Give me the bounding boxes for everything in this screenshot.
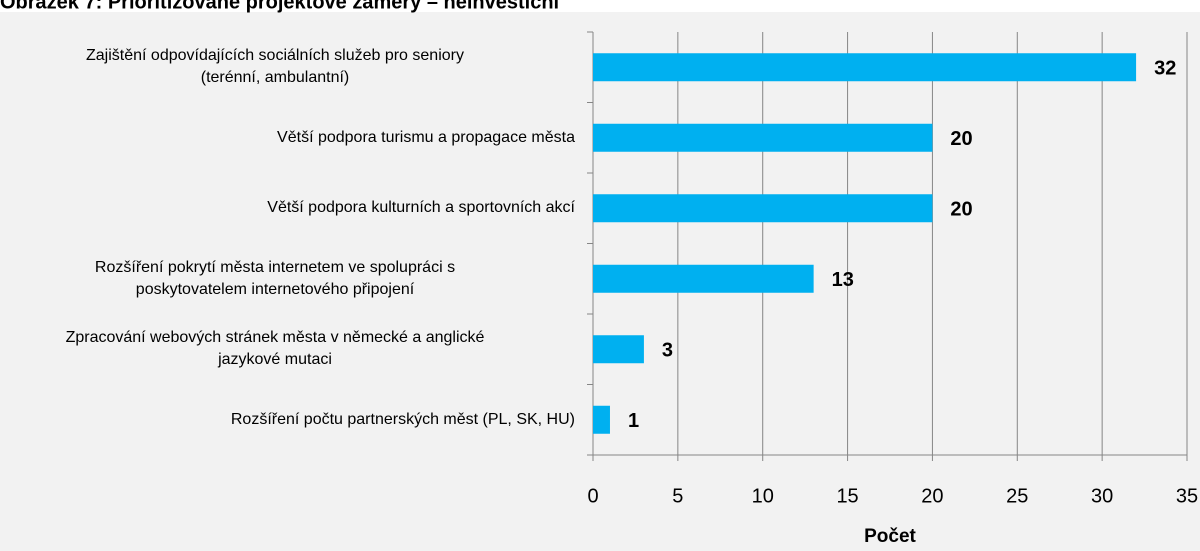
x-tick-label: 30: [1091, 485, 1113, 507]
value-label: 20: [950, 128, 972, 150]
value-label: 1: [628, 410, 639, 432]
value-label: 32: [1154, 58, 1176, 80]
x-tick-label: 0: [587, 485, 598, 507]
x-tick-label: 20: [921, 485, 943, 507]
y-tick-label: Rozšíření počtu partnerských měst (PL, S…: [230, 410, 575, 428]
x-axis-label: Počet: [864, 526, 916, 547]
x-tick-label: 15: [836, 485, 858, 507]
bar: [593, 53, 1137, 82]
y-tick-label: Větší podpora turismu a propagace města: [277, 128, 575, 146]
x-tick-label: 5: [672, 485, 683, 507]
bar: [593, 264, 814, 293]
bar: [593, 405, 610, 434]
x-tick-label: 25: [1006, 485, 1028, 507]
chart-title: Obrázek 7: Prioritizované projektové zám…: [0, 0, 561, 13]
bar: [593, 194, 933, 223]
value-label: 13: [832, 269, 854, 291]
bar: [593, 335, 644, 364]
value-label: 20: [950, 199, 972, 221]
value-label: 3: [662, 340, 673, 362]
y-tick-label: Rozšíření pokrytí města internetem ve sp…: [94, 258, 456, 298]
x-tick-label: 35: [1176, 485, 1198, 507]
y-tick-label: Zpracování webových stránek města v něme…: [65, 329, 485, 369]
y-tick-label: Větší podpora kulturních a sportovních a…: [267, 199, 575, 217]
x-tick-label: 10: [752, 485, 774, 507]
y-tick-label: Zajištění odpovídajících sociálních služ…: [86, 47, 464, 87]
bar: [593, 123, 933, 152]
